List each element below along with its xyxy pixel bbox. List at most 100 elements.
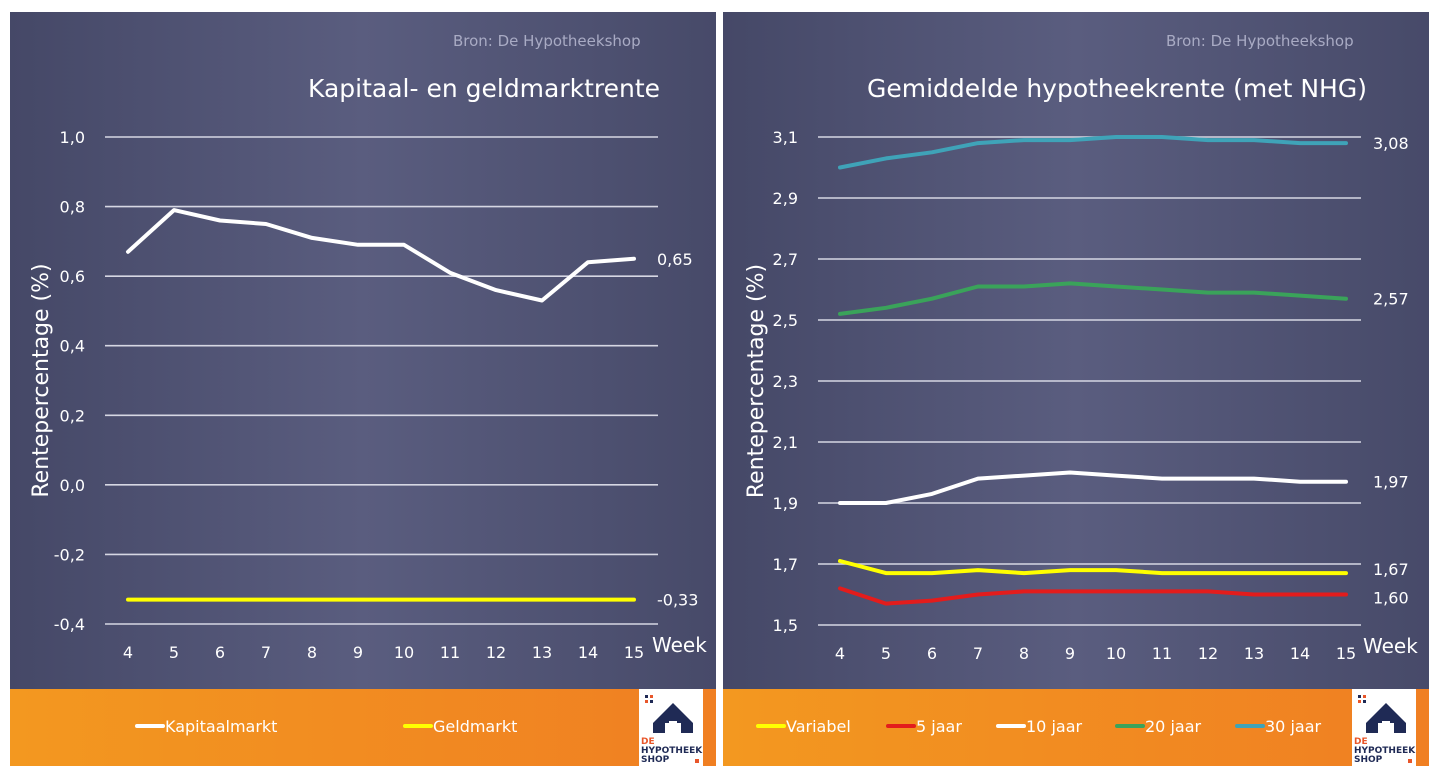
y-tick-label: 3,1 [773,128,798,147]
x-tick-label: 5 [169,643,179,662]
y-tick-label: 0,8 [60,198,85,217]
end-value-label-30-jaar: 3,08 [1373,134,1409,153]
y-axis-label: Rentepercentage (%) [744,264,769,498]
y-tick-label: -0,4 [54,615,85,634]
y-tick-label: 0,2 [60,406,85,425]
y-tick-label: 2,9 [773,189,798,208]
x-tick-label: 8 [307,643,317,662]
legend-label-geldmarkt: Geldmarkt [433,716,518,736]
legend-item-10-jaar: 10 jaar [996,715,1082,737]
left-chart-title: Kapitaal- en geldmarktrente [308,74,661,103]
x-tick-label: 10 [394,643,414,662]
x-tick-label: 6 [215,643,225,662]
right-source-label: Bron: De Hypotheekshop [1166,32,1354,50]
right-chart-title: Gemiddelde hypotheekrente (met NHG) [867,74,1367,103]
x-tick-label: 7 [973,644,983,663]
left-plot-background [10,12,716,689]
x-axis-label: Week [652,633,707,657]
x-tick-label: 12 [1198,644,1218,663]
legend-item-5-jaar: 5 jaar [886,715,962,737]
x-tick-label: 9 [1065,644,1075,663]
hypotheekshop-logo: DE HYPOTHEEK SHOP [639,689,703,766]
x-tick-label: 13 [1244,644,1264,663]
series-line-30-jaar [838,135,1348,170]
legend-swatch-geldmarkt [403,724,433,728]
x-tick-label: 11 [440,643,460,662]
series-line-10-jaar [838,470,1348,505]
legend-item-kapitaalmarkt: Kapitaalmarkt [135,715,277,737]
y-tick-label: 2,1 [773,433,798,452]
logo-text-de-right: DE [1354,737,1368,747]
logo-text-hypotheek: HYPOTHEEK [641,746,703,756]
legend-item-variabel: Variabel [756,715,851,737]
right-chart-svg: 3,1 2,9 2,7 2,5 2,3 2,1 1,9 1,7 1,5 4 5 6 7 8 9 10 11 12 1… [744,128,1418,663]
y-tick-label: 0,0 [60,476,85,495]
right-chart-panel: Bron: De Hypotheekshop Gemiddelde hypoth… [723,12,1429,766]
y-tick-label: 2,3 [773,372,798,391]
logo-text-hypotheek-right: HYPOTHEEK [1354,746,1416,756]
legend-swatch-kapitaalmarkt [135,724,165,728]
end-value-label-variabel: 1,67 [1373,560,1409,579]
x-tick-label: 12 [486,643,506,662]
end-value-label-kapitaalmarkt: 0,65 [657,250,693,269]
x-tick-label: 4 [835,644,845,663]
y-tick-label: 2,7 [773,250,798,269]
logo-text-de: DE [641,737,655,747]
x-tick-label: 8 [1019,644,1029,663]
x-tick-label: 14 [578,643,598,662]
end-value-label-5-jaar: 1,60 [1373,589,1409,608]
x-tick-label: 9 [353,643,363,662]
legend-item-20-jaar: 20 jaar [1115,715,1201,737]
left-legend-band [10,689,716,766]
left-chart-panel: Bron: De Hypotheekshop Kapitaal- en geld… [10,12,716,766]
left-chart-svg: 1,0 0,8 0,6 0,4 0,2 0,0 -0,2 -0,4 4 5 6 7 8 9 10 11 12 13… [29,128,707,662]
y-tick-label: 1,0 [60,128,85,147]
x-tick-label: 7 [261,643,271,662]
legend-label-variabel: Variabel [786,716,851,736]
x-tick-label: 14 [1290,644,1310,663]
legend-label-kapitaalmarkt: Kapitaalmarkt [165,716,278,736]
y-tick-label: -0,2 [54,545,85,564]
x-tick-label: 11 [1152,644,1172,663]
legend-swatch-10-jaar [996,724,1026,728]
end-value-label-20-jaar: 2,57 [1373,290,1409,309]
y-tick-label: 1,5 [773,616,798,635]
y-tick-label: 1,7 [773,555,798,574]
series-line-20-jaar [838,281,1348,316]
y-tick-label: 1,9 [773,494,798,513]
series-line-5-jaar [838,586,1348,606]
x-tick-label: 6 [927,644,937,663]
x-tick-label: 5 [881,644,891,663]
house-logo-icon-right [1358,695,1412,763]
legend-swatch-20-jaar [1115,724,1145,728]
logo-text-shop-right: SHOP [1354,755,1383,765]
series-line-kapitaalmarkt [126,208,636,303]
x-tick-label: 13 [532,643,552,662]
legend-swatch-5-jaar [886,724,916,728]
x-tick-label: 10 [1106,644,1126,663]
x-tick-label: 15 [624,643,644,662]
left-source-label: Bron: De Hypotheekshop [453,32,641,50]
right-plot-background [723,12,1429,689]
legend-swatch-variabel [756,724,786,728]
y-tick-label: 2,5 [773,311,798,330]
x-tick-label: 4 [123,643,133,662]
legend-label-20-jaar: 20 jaar [1145,716,1202,736]
end-value-label-geldmarkt: -0,33 [657,591,698,610]
x-tick-label: 15 [1336,644,1356,663]
legend-item-30-jaar: 30 jaar [1235,715,1321,737]
end-value-label-10-jaar: 1,97 [1373,473,1409,492]
y-axis-label: Rentepercentage (%) [29,263,54,497]
legend-swatch-30-jaar [1235,724,1265,728]
x-axis-label: Week [1363,634,1418,658]
logo-text-shop: SHOP [641,755,670,765]
legend-label-30-jaar: 30 jaar [1265,716,1322,736]
y-tick-label: 0,6 [60,267,85,286]
legend-label-10-jaar: 10 jaar [1026,716,1083,736]
y-tick-label: 0,4 [60,337,85,356]
legend-label-5-jaar: 5 jaar [916,716,962,736]
legend-item-geldmarkt: Geldmarkt [403,715,517,737]
hypotheekshop-logo-right: DE HYPOTHEEK SHOP [1352,689,1416,766]
house-logo-icon [645,695,699,763]
right-legend-band [723,689,1429,766]
